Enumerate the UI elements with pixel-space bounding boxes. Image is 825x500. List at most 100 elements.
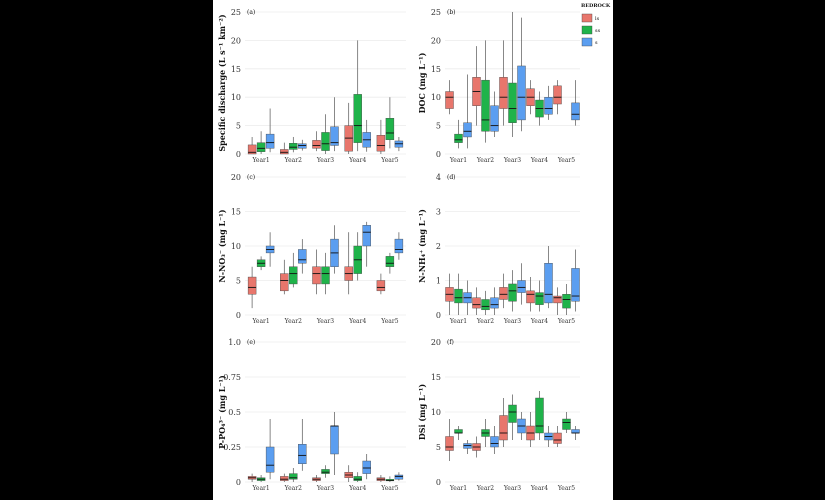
y-tick-label: 1.0 — [228, 338, 241, 347]
panel-f: 0 5 10 15 20 DSi (mg L⁻¹) (f) Year1 Year2 Year3 Ye… — [417, 338, 580, 492]
y-tick-label: 20 — [431, 36, 441, 45]
y-tick-label: 5 — [436, 443, 441, 452]
figure: 0 5 10 15 20 25 Specific discharge (L s⁻¹ km⁻²… — [213, 0, 613, 500]
box-ss-Year5 — [562, 418, 571, 430]
y-tick-label: 0 — [236, 150, 241, 159]
y-tick-label: 3 — [436, 208, 441, 217]
box-s-Year3 — [330, 425, 339, 455]
y-axis-label: N-NH₄⁺ (mg L⁻¹) — [417, 209, 427, 283]
box-s-Year2 — [298, 143, 307, 149]
y-tick-label: 0.75 — [223, 373, 241, 382]
box-s-Year4 — [362, 225, 371, 247]
box-s-Year5 — [571, 268, 580, 302]
legend-swatch-ls — [581, 13, 593, 23]
x-tick-label: Year1 — [251, 485, 269, 492]
legend-title: BEDROCK — [581, 3, 611, 9]
box-s-Year3 — [517, 65, 526, 121]
x-tick-label: Year4 — [530, 157, 548, 164]
box-ls-Year3 — [499, 77, 508, 109]
panel-label: (c) — [247, 174, 255, 181]
box-s-Year3 — [517, 280, 526, 293]
y-tick-label: 10 — [231, 93, 241, 102]
y-axis-label: DSi (mg L⁻¹) — [417, 384, 427, 441]
x-tick-label: Year3 — [316, 157, 334, 164]
x-tick-label: Year2 — [284, 157, 302, 164]
x-tick-label: Year4 — [348, 485, 366, 492]
box-ss-Year4 — [535, 292, 544, 305]
x-tick-label: Year3 — [503, 485, 521, 492]
x-tick-label: Year5 — [557, 485, 575, 492]
box-ss-Year2 — [481, 79, 490, 132]
y-tick-label: 10 — [431, 408, 441, 417]
x-tick-label: Year4 — [348, 318, 366, 325]
y-tick-label: 15 — [231, 65, 241, 74]
box-ss-Year5 — [562, 294, 571, 309]
box-ls-Year5 — [553, 432, 562, 444]
y-axis-label: DOC (mg L⁻¹) — [417, 52, 427, 113]
box-ss-Year5 — [385, 118, 395, 141]
x-tick-label: Year2 — [476, 318, 494, 325]
x-tick-label: Year1 — [449, 485, 467, 492]
box-ss-Year3 — [508, 283, 517, 302]
panel-label: (d) — [447, 174, 456, 181]
x-tick-label: Year3 — [503, 318, 521, 325]
y-tick-label: 0 — [436, 311, 441, 320]
x-tick-label: Year3 — [503, 157, 521, 164]
box-s-Year5 — [571, 102, 580, 121]
y-tick-label: 25 — [231, 8, 241, 17]
box-ss-Year2 — [289, 266, 298, 285]
y-tick-label: 20 — [231, 36, 241, 45]
box-s-Year1 — [265, 446, 275, 473]
box-ls-Year5 — [553, 85, 562, 105]
y-axis-label: P-PO₄³⁻ (mg L⁻¹) — [217, 375, 227, 449]
box-ss-Year2 — [289, 143, 298, 150]
box-s-Year4 — [544, 96, 553, 115]
x-tick-label: Year2 — [476, 485, 494, 492]
box-ss-Year1 — [454, 288, 463, 304]
box-ss-Year2 — [481, 299, 490, 311]
panel-b: 0 5 10 15 20 25 DOC (mg L⁻¹) (b) Year1 Year2 Year3… — [417, 8, 580, 164]
x-tick-label: Year3 — [316, 318, 334, 325]
y-tick-label: 0.5 — [228, 408, 241, 417]
box-s-Year4 — [544, 263, 553, 304]
x-tick-label: Year5 — [557, 318, 575, 325]
x-tick-label: Year2 — [284, 318, 302, 325]
box-ls-Year5 — [553, 295, 562, 304]
box-s-Year2 — [490, 436, 499, 448]
x-tick-label: Year1 — [449, 157, 467, 164]
box-s-Year4 — [362, 460, 371, 474]
legend-label-s: s — [595, 40, 598, 46]
legend-label-ls: ls — [595, 16, 600, 22]
box-s-Year5 — [571, 429, 580, 434]
x-tick-label: Year4 — [530, 485, 548, 492]
box-ss-Year1 — [454, 429, 463, 434]
y-tick-label: 0.25 — [223, 443, 241, 452]
y-axis-label: N-NO₃⁻ (mg L⁻¹) — [217, 209, 227, 282]
y-tick-label: 0 — [236, 311, 241, 320]
x-tick-label: Year5 — [380, 318, 398, 325]
y-tick-label: 10 — [231, 242, 241, 251]
box-ls-Year2 — [472, 297, 481, 309]
box-ss-Year3 — [508, 82, 517, 123]
panel-d: 0 1 2 3 4 N-NH₄⁺ (mg L⁻¹) (d) Year1 Year2 Year3 Ye… — [417, 173, 580, 325]
box-ls-Year1 — [247, 144, 257, 155]
box-ss-Year3 — [321, 266, 330, 285]
box-ls-Year3 — [499, 415, 508, 441]
y-tick-label: 0 — [436, 478, 441, 487]
box-ss-Year3 — [321, 132, 330, 151]
panel-c: 0 5 10 15 20 N-NO₃⁻ (mg L⁻¹) (c) Year1 Year2 Year… — [217, 173, 406, 325]
box-ss-Year4 — [353, 94, 362, 143]
panel-label: (f) — [447, 339, 454, 346]
box-s-Year2 — [490, 105, 499, 132]
y-tick-label: 1 — [436, 277, 441, 286]
box-ls-Year5 — [376, 280, 386, 292]
y-tick-label: 0 — [236, 478, 241, 487]
y-tick-label: 4 — [436, 173, 441, 182]
box-ls-Year2 — [280, 149, 289, 155]
box-ls-Year3 — [499, 287, 508, 300]
box-ss-Year2 — [289, 473, 298, 480]
x-tick-label: Year1 — [251, 157, 269, 164]
box-ls-Year3 — [312, 140, 321, 149]
x-tick-label: Year1 — [251, 318, 269, 325]
y-tick-label: 10 — [431, 93, 441, 102]
